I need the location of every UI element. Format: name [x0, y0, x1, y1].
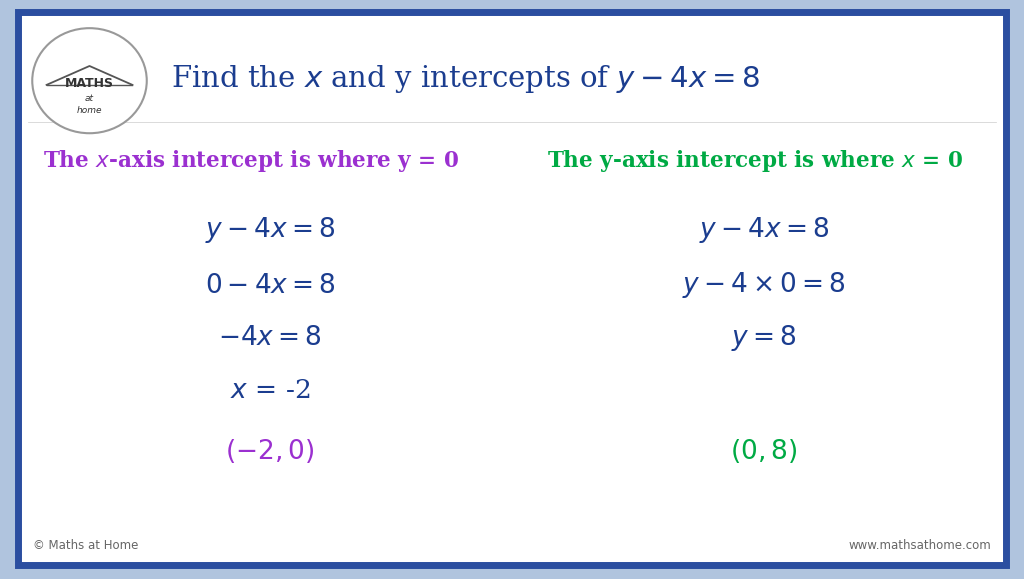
Text: home: home: [77, 105, 102, 115]
Text: $y - 4x = 8$: $y - 4x = 8$: [205, 215, 335, 245]
Ellipse shape: [32, 28, 146, 133]
Text: MATHS: MATHS: [65, 77, 114, 90]
Text: $(0, 8)$: $(0, 8)$: [730, 437, 798, 465]
Text: $-4x = 8$: $-4x = 8$: [218, 325, 323, 350]
Text: $y -4 \times 0 = 8$: $y -4 \times 0 = 8$: [682, 270, 846, 301]
Text: The y-axis intercept is where $x$ = 0: The y-axis intercept is where $x$ = 0: [547, 148, 963, 174]
Text: $0 - 4x = 8$: $0 - 4x = 8$: [205, 273, 336, 298]
Text: at: at: [85, 94, 94, 103]
Text: $y - 4x = 8$: $y - 4x = 8$: [698, 215, 828, 245]
Text: Find the $x$ and y intercepts of $y - 4x = 8$: Find the $x$ and y intercepts of $y - 4x…: [171, 63, 761, 95]
Text: $y = 8$: $y = 8$: [731, 323, 797, 353]
Text: $x$ = -2: $x$ = -2: [230, 378, 310, 403]
Text: www.mathsathome.com: www.mathsathome.com: [848, 538, 991, 552]
Text: © Maths at Home: © Maths at Home: [33, 538, 138, 552]
Text: The $x$-axis intercept is where y = 0: The $x$-axis intercept is where y = 0: [43, 148, 460, 174]
Text: $(-2, 0)$: $(-2, 0)$: [225, 437, 315, 465]
FancyBboxPatch shape: [18, 12, 1006, 565]
